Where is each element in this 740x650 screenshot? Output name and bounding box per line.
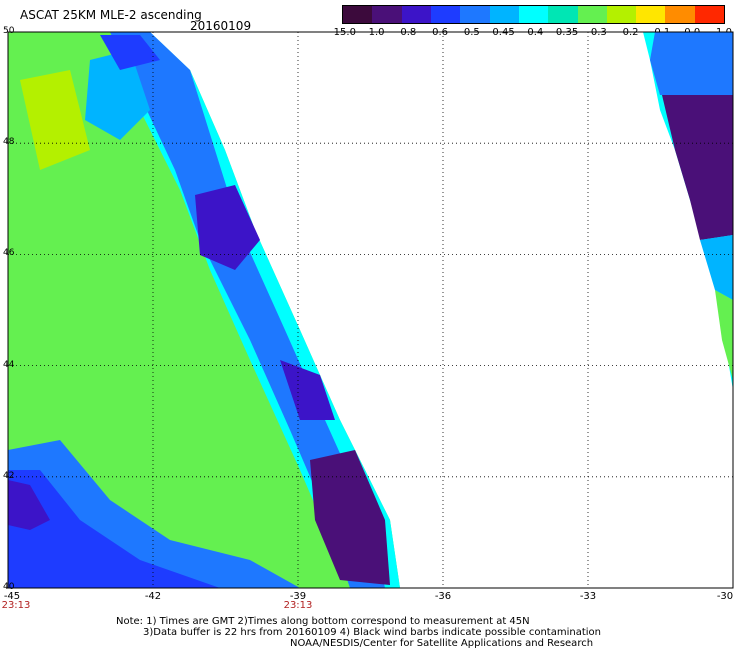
- colorbar-swatch: [636, 6, 666, 23]
- swath-bottom-darkblue: [8, 470, 220, 588]
- colorbar-swatch: [665, 6, 695, 23]
- swath-dark-patch-3: [280, 360, 335, 420]
- colorbar-swatch: [548, 6, 578, 23]
- swath-top-blue: [100, 35, 160, 70]
- swath-bottom-patch: [8, 480, 50, 530]
- colorbar-swatch: [460, 6, 490, 23]
- colorbar-swatch: [606, 6, 637, 23]
- latitude-label: 42: [3, 470, 15, 481]
- swath-blue-blob: [85, 50, 150, 140]
- swath-light-green: [20, 70, 90, 170]
- longitude-label: -39: [289, 591, 307, 602]
- swath-right-cyan: [700, 235, 733, 300]
- colorbar-swatch: [489, 6, 519, 23]
- product-title: ASCAT 25KM MLE-2 ascending: [20, 8, 202, 22]
- swath-dark-patch-2: [310, 450, 390, 585]
- time-label: 23:13: [1, 600, 31, 611]
- colorbar-swatch: [343, 6, 373, 23]
- time-label: 23:13: [283, 600, 313, 611]
- latitude-label: 44: [3, 359, 15, 370]
- latitude-label: 40: [3, 582, 15, 592]
- product-date: 20160109: [190, 19, 252, 33]
- longitude-label: -45: [3, 591, 21, 602]
- colorbar-swatch: [430, 6, 461, 23]
- swath-edge-blue: [110, 32, 385, 588]
- colorbar-swatch: [401, 6, 431, 23]
- colorbar-swatch: [694, 6, 725, 23]
- longitude-label: -36: [434, 591, 452, 602]
- longitude-label: -30: [716, 591, 734, 602]
- latitude-label: 46: [3, 248, 15, 259]
- swath-right-blue: [650, 32, 733, 95]
- colorbar-swatch: [372, 6, 402, 23]
- footer-note-2: 3)Data buffer is 22 hrs from 20160109 4)…: [143, 627, 601, 638]
- swath-right-green: [715, 290, 733, 380]
- swath-layer: [8, 32, 733, 588]
- map-frame: [7, 31, 734, 589]
- footer-note-3: NOAA/NESDIS/Center for Satellite Applica…: [290, 638, 594, 649]
- swath-dark-patch-1: [195, 185, 260, 270]
- colorbar-swatch: [577, 6, 607, 23]
- latitude-label: 48: [3, 137, 15, 148]
- colorbar: [342, 5, 725, 24]
- grid-lines: [8, 32, 733, 588]
- swath-right-dark: [662, 95, 733, 240]
- colorbar-swatch: [518, 6, 549, 23]
- longitude-label: -33: [579, 591, 597, 602]
- latitude-label: 50: [3, 26, 15, 36]
- longitude-label: -42: [144, 591, 162, 602]
- footer-note-1: Note: 1) Times are GMT 2)Times along bot…: [116, 616, 530, 627]
